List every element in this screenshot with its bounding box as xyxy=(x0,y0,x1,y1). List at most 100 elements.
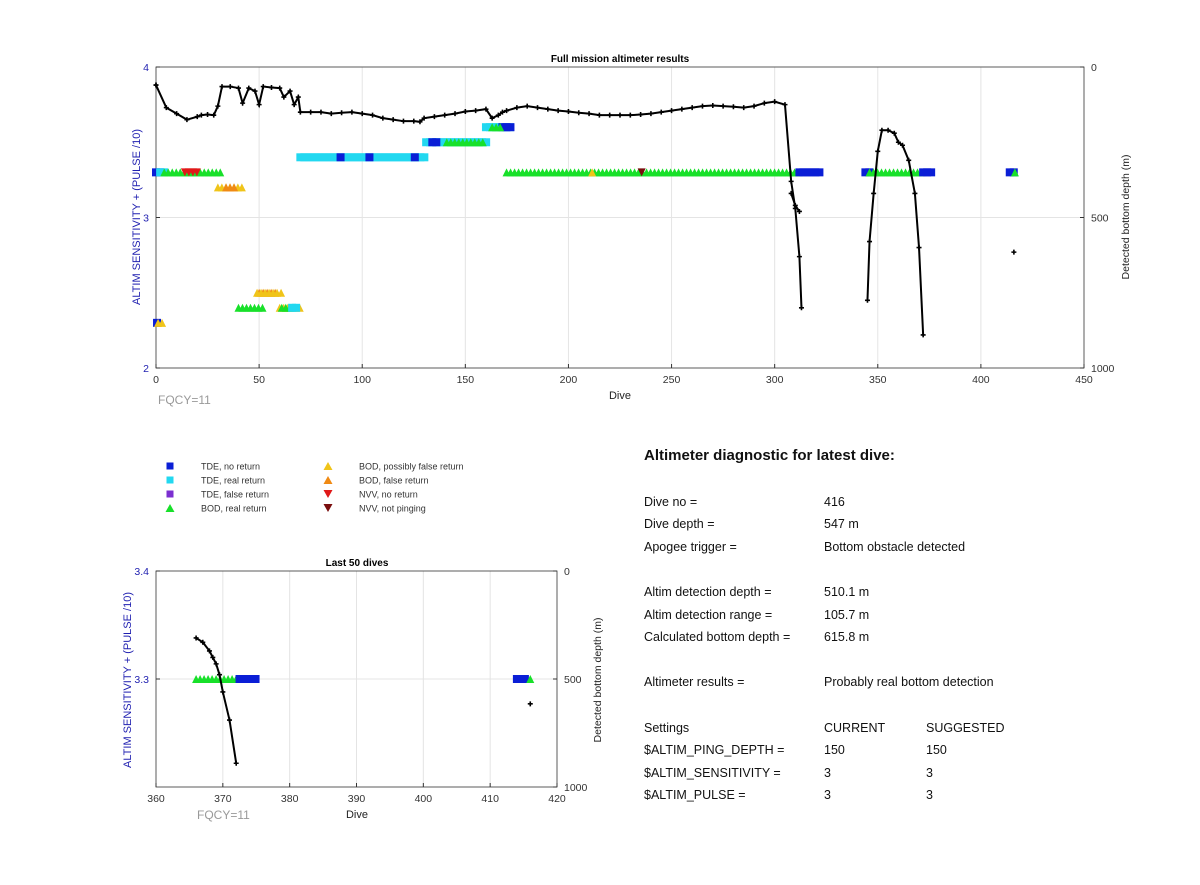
depth-point xyxy=(163,105,169,111)
depth-point xyxy=(699,103,705,109)
altimeter-results-label: Altimeter results = xyxy=(644,675,745,689)
marker-bod-possibly-false xyxy=(277,288,286,297)
y2-tick-label: 500 xyxy=(1091,213,1109,225)
depth-point xyxy=(730,104,736,110)
x-tick-label: 100 xyxy=(353,374,371,386)
depth-point xyxy=(916,245,922,251)
depth-point xyxy=(246,85,252,91)
depth-point xyxy=(442,112,448,118)
depth-point xyxy=(235,85,241,91)
x-tick-label: 450 xyxy=(1075,374,1093,386)
depth-point xyxy=(370,112,376,118)
marker-tde-no-return xyxy=(336,153,345,162)
depth-point xyxy=(431,114,437,120)
legend-label: TDE, false return xyxy=(201,490,269,500)
depth-point xyxy=(220,689,226,695)
x-tick-label: 420 xyxy=(548,793,566,805)
depth-point xyxy=(489,115,495,121)
marker-tde-no-return xyxy=(927,168,936,177)
small-chart-title: Last 50 dives xyxy=(326,558,389,569)
legend-label: BOD, false return xyxy=(359,476,429,486)
depth-point xyxy=(710,103,716,109)
x-tick-label: 400 xyxy=(972,374,990,386)
small-chart-ylabel: ALTIM SENSITIVITY + (PULSE /10) xyxy=(122,592,134,768)
depth-point xyxy=(240,100,246,106)
depth-point xyxy=(545,106,551,112)
depth-point xyxy=(473,108,479,114)
setting-suggested: 3 xyxy=(926,788,933,802)
depth-point xyxy=(193,635,199,641)
last-50-dives-chart: Last 50 dives Dive ALTIM SENSITIVITY + (… xyxy=(122,558,604,822)
depth-point xyxy=(514,105,520,111)
main-plot-area: 0 50 100 150 200 250 300 350 400 450 2 3 4 0 500 1000 xyxy=(143,62,1114,386)
depth-point xyxy=(586,111,592,117)
depth-point xyxy=(864,297,870,303)
depth-point xyxy=(233,760,239,766)
setting-name: $ALTIM_PULSE = xyxy=(644,788,746,802)
depth-point xyxy=(689,105,695,111)
marker-tde-no-return xyxy=(815,168,824,177)
marker-bod-real-return xyxy=(478,138,487,147)
altim-detection-depth-value: 510.1 m xyxy=(824,585,870,599)
marker-tde-no-return xyxy=(410,153,419,162)
depth-point xyxy=(912,190,918,196)
depth-point xyxy=(607,112,613,118)
depth-point xyxy=(349,109,355,115)
depth-point xyxy=(216,672,222,678)
y2-tick-label: 0 xyxy=(564,566,570,578)
legend-label: NVV, no return xyxy=(359,490,418,500)
marker-bod-possibly-false xyxy=(158,318,167,327)
depth-point xyxy=(227,84,233,90)
setting-current: 3 xyxy=(824,788,831,802)
legend-marker xyxy=(323,504,333,512)
depth-point xyxy=(215,103,221,109)
dive-depth-value: 547 m xyxy=(824,517,859,531)
depth-point xyxy=(788,190,794,196)
y2-tick-label: 500 xyxy=(564,674,582,686)
depth-point xyxy=(359,111,365,117)
setting-current: 150 xyxy=(824,743,845,757)
marker-tde-no-return xyxy=(365,153,374,162)
marker-nvv-no-return xyxy=(192,168,201,177)
x-tick-label: 50 xyxy=(253,374,265,386)
legend-label: TDE, no return xyxy=(201,462,260,472)
depth-point xyxy=(318,109,324,115)
x-tick-label: 370 xyxy=(214,793,232,805)
main-chart-ylabel: ALTIM SENSITIVITY + (PULSE /10) xyxy=(131,129,143,305)
small-chart-xlabel: Dive xyxy=(346,809,368,821)
dive-no-label: Dive no = xyxy=(644,495,698,509)
setting-suggested: 3 xyxy=(926,766,933,780)
depth-point xyxy=(906,157,912,163)
y2-tick-label: 0 xyxy=(1091,62,1097,74)
x-tick-label: 250 xyxy=(663,374,681,386)
marker-bod-real-return xyxy=(258,303,267,312)
depth-point xyxy=(277,85,283,91)
x-tick-label: 300 xyxy=(766,374,784,386)
main-chart-xlabel: Dive xyxy=(609,390,631,402)
apogee-trigger-label: Apogee trigger = xyxy=(644,540,737,554)
depth-point xyxy=(211,112,217,118)
marker-bod-possibly-false xyxy=(237,183,246,192)
depth-point xyxy=(380,115,386,121)
depth-point xyxy=(504,108,510,114)
depth-point xyxy=(213,661,219,667)
setting-name: $ALTIM_SENSITIVITY = xyxy=(644,766,781,780)
depth-point xyxy=(796,254,802,260)
legend: TDE, no return TDE, real return TDE, false… xyxy=(165,462,464,514)
depth-point xyxy=(417,119,423,125)
depth-point xyxy=(798,305,804,311)
depth-point xyxy=(200,639,206,645)
marker-tde-no-return xyxy=(506,123,515,132)
depth-point xyxy=(421,115,427,121)
settings-label: Settings xyxy=(644,721,690,735)
marker-bod-real-return xyxy=(496,123,505,132)
y-tick-label: 3.4 xyxy=(134,566,149,578)
x-tick-label: 0 xyxy=(153,374,159,386)
depth-point xyxy=(205,112,211,118)
setting-suggested: 150 xyxy=(926,743,947,757)
depth-point xyxy=(617,112,623,118)
depth-point xyxy=(483,106,489,112)
depth-point xyxy=(555,108,561,114)
apogee-trigger-value: Bottom obstacle detected xyxy=(824,540,966,554)
x-tick-label: 150 xyxy=(457,374,475,386)
